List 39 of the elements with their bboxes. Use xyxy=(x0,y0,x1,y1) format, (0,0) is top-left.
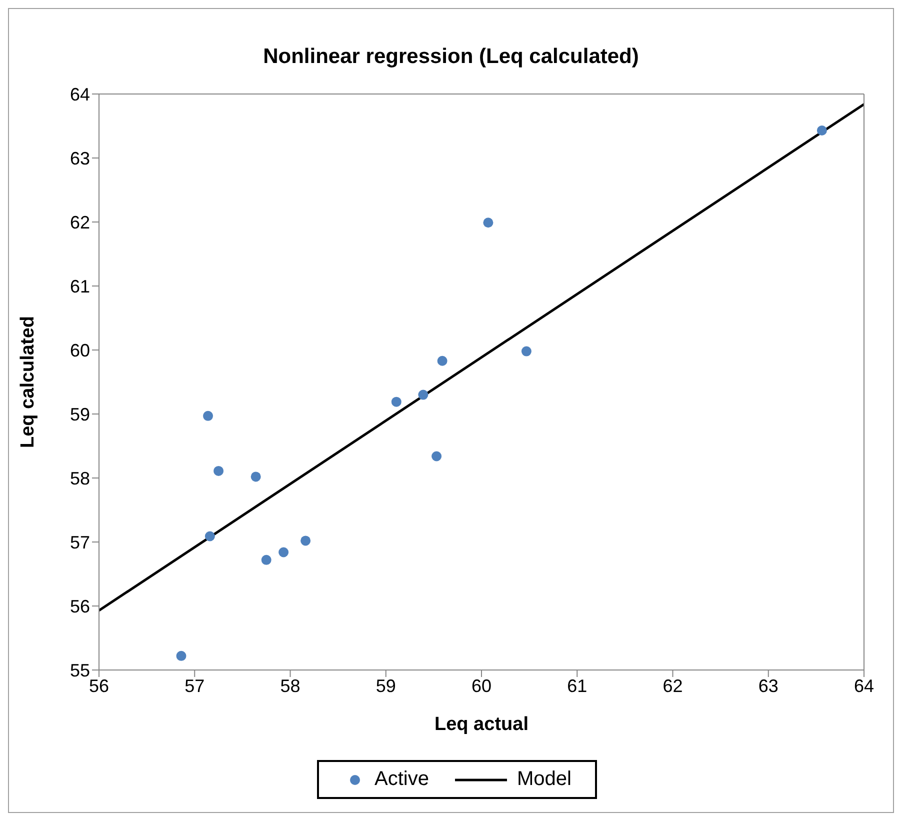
point xyxy=(250,472,261,482)
point xyxy=(816,125,827,136)
y-tick-label: 63 xyxy=(70,148,90,168)
x-tick-label: 64 xyxy=(854,676,874,696)
y-axis-title: Leq calculated xyxy=(18,316,39,448)
y-tick-label: 57 xyxy=(70,532,90,552)
point xyxy=(278,547,289,558)
point xyxy=(418,390,428,400)
y-tick-label: 61 xyxy=(70,276,90,296)
point xyxy=(521,346,532,356)
point xyxy=(437,356,448,366)
x-tick-label: 62 xyxy=(662,676,683,696)
point xyxy=(483,218,494,228)
y-tick-label: 56 xyxy=(70,596,90,616)
point xyxy=(214,466,224,476)
x-axis-title: Leq actual xyxy=(434,714,528,735)
y-tick-label: 62 xyxy=(70,212,90,232)
point xyxy=(203,410,214,421)
x-tick-label: 56 xyxy=(88,676,110,696)
y-tick-label: 64 xyxy=(70,84,90,104)
x-tick-label: 57 xyxy=(184,676,205,696)
point xyxy=(176,650,186,661)
y-tick-label: 60 xyxy=(70,340,90,360)
y-tick-label: 55 xyxy=(70,660,90,680)
x-tick-label: 59 xyxy=(376,676,396,696)
point xyxy=(300,536,311,546)
point xyxy=(391,396,402,407)
y-tick-label: 59 xyxy=(70,404,90,424)
point xyxy=(432,451,442,462)
point xyxy=(204,531,215,542)
y-tick-label: 58 xyxy=(70,468,90,488)
x-tick-label: 60 xyxy=(471,676,492,696)
chart-title: Nonlinear regression (Leq calculated) xyxy=(262,45,640,69)
legend-label: Active xyxy=(374,768,429,791)
x-tick-label: 61 xyxy=(567,676,588,696)
x-tick-label: 58 xyxy=(280,676,300,696)
x-tick-label: 63 xyxy=(758,676,778,696)
legend-label: Model xyxy=(516,768,572,791)
point xyxy=(261,554,272,565)
